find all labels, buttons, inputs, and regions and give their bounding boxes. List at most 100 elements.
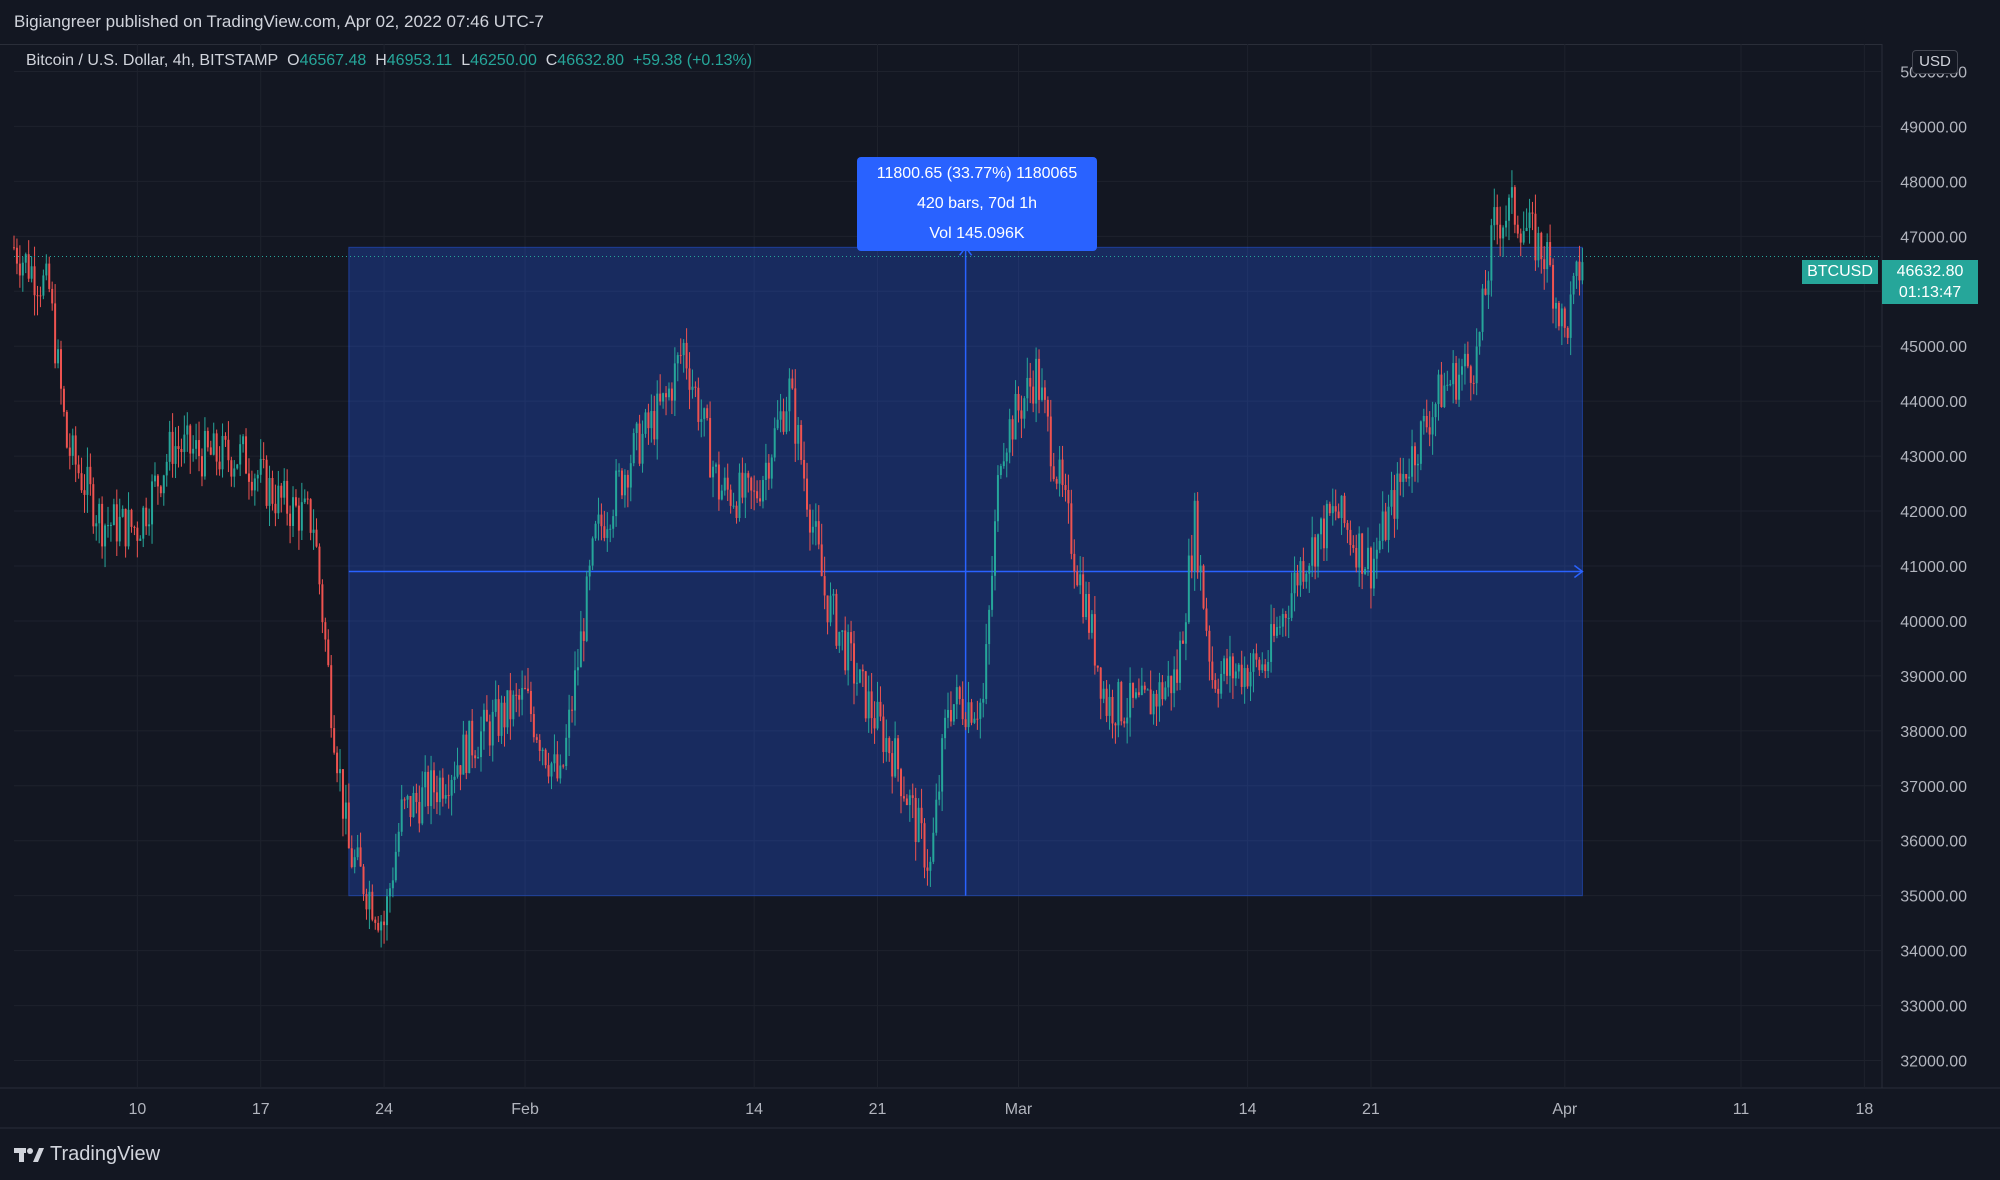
candle-body [1325,503,1328,549]
candle-body [759,498,762,502]
candle-body [585,576,588,641]
candle-body [529,690,532,715]
price-chart[interactable]: 50000.0049000.0048000.0047000.0046000.00… [0,0,2000,1130]
y-tick-label: 35000.00 [1900,889,1967,906]
candle-body [1105,688,1108,716]
candle-body [415,792,418,802]
last-price-badge: 46632.80 01:13:47 [1882,260,1978,304]
candle-body [1126,717,1129,724]
candle-body [1205,608,1208,631]
low-label: L [461,52,471,69]
candle-body [462,734,465,775]
candle-body [450,779,453,796]
candle-body [250,481,253,491]
candle-body [262,458,265,460]
candle-body [1513,187,1516,225]
candle-body [1043,387,1046,400]
candle-body [1434,404,1437,418]
candle-body [30,266,33,279]
currency-button[interactable]: USD [1912,50,1958,74]
candle-body [1431,417,1434,435]
candle-body [491,711,494,746]
symbol-legend[interactable]: Bitcoin / U.S. Dollar, 4h, BITSTAMP O465… [26,52,752,70]
candle-body [794,388,797,444]
candle-body [292,497,295,526]
candle-body [679,355,682,357]
candle-body [148,524,151,527]
candle-body [1563,308,1566,328]
candle-body [565,737,568,767]
candle-body [1375,549,1378,559]
candle-body [1005,452,1008,462]
candle-body [1502,227,1505,239]
candle-body [1419,421,1422,464]
y-tick-label: 41000.00 [1900,559,1967,576]
candle-body [1123,721,1126,724]
candle-body [1443,385,1446,408]
low-value: 46250.00 [470,52,537,69]
candle-body [324,622,327,640]
candle-body [509,690,512,720]
candle-body [955,687,958,705]
candle-body [756,491,759,499]
candle-body [723,477,726,491]
candle-body [1578,261,1581,281]
x-tick-label: 10 [128,1101,146,1118]
candle-body [468,720,471,773]
candle-body [1554,302,1557,309]
candle-body [767,462,770,479]
candle-body [1179,640,1182,683]
candle-body [1331,506,1334,514]
candle-body [286,480,289,514]
candle-body [667,388,670,398]
candle-body [1170,675,1173,694]
candle-body [1440,374,1443,408]
candle-body [900,769,903,797]
x-tick-label: 21 [1362,1101,1380,1118]
candle-body [1314,537,1317,567]
candle-body [424,771,427,788]
candle-body [1093,614,1096,666]
candle-body [964,719,967,728]
candle-body [394,851,397,881]
measure-info-box[interactable]: 11800.65 (33.77%) 1180065 420 bars, 70d … [857,157,1097,251]
candle-body [1516,224,1519,234]
candle-body [433,770,436,793]
last-price-value: 46632.80 [1896,263,1964,280]
candle-body [1143,685,1146,690]
y-tick-label: 39000.00 [1900,669,1967,686]
candle-body [297,505,300,531]
candle-body [24,254,27,263]
candle-body [773,428,776,458]
ticker-badge: BTCUSD [1802,260,1878,284]
candle-body [1193,500,1196,572]
candle-body [958,687,961,699]
candle-body [133,526,136,528]
candle-body [162,475,165,494]
candle-body [1196,500,1199,573]
candle-body [145,507,148,527]
candle-body [1214,680,1217,689]
candle-body [27,254,30,279]
tradingview-logo[interactable]: TradingView [14,1143,160,1166]
candle-body [1134,692,1137,698]
measure-volume: Vol 145.096K [929,225,1025,242]
candle-body [1499,224,1502,239]
candle-body [13,247,15,249]
candle-body [1261,664,1264,671]
candle-body [494,699,497,712]
y-tick-label: 33000.00 [1900,999,1967,1016]
candle-body [1475,346,1478,384]
candle-body [861,669,864,672]
candle-body [556,754,559,779]
candle-body [1032,386,1035,404]
candle-body [136,527,139,541]
candle-body [430,770,433,807]
candle-body [603,526,606,538]
candle-body [1496,207,1499,225]
measure-change: 11800.65 (33.77%) 1180065 [876,165,1078,182]
candle-body [1302,561,1305,582]
candle-body [1575,261,1578,276]
candle-body [444,795,447,799]
candle-body [638,423,641,464]
